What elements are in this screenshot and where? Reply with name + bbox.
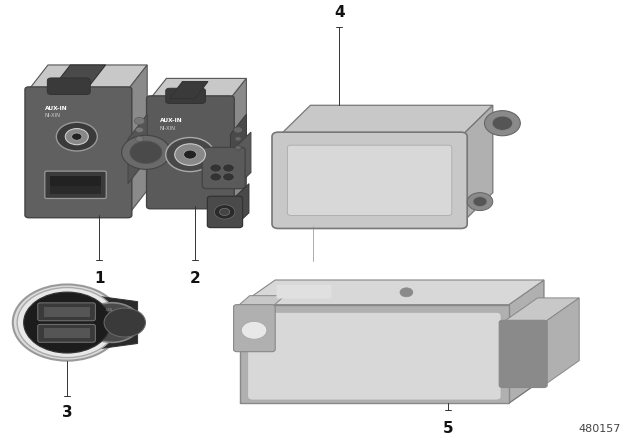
Polygon shape — [128, 65, 147, 215]
Circle shape — [56, 122, 97, 151]
FancyBboxPatch shape — [47, 78, 90, 95]
Circle shape — [467, 193, 493, 211]
FancyBboxPatch shape — [38, 324, 95, 342]
Circle shape — [184, 150, 196, 159]
Polygon shape — [502, 298, 579, 323]
FancyBboxPatch shape — [38, 303, 95, 321]
Text: AUX-IN: AUX-IN — [160, 118, 182, 123]
Text: 1: 1 — [94, 271, 104, 286]
Circle shape — [214, 205, 235, 219]
Circle shape — [220, 208, 230, 215]
Polygon shape — [67, 292, 138, 353]
Polygon shape — [544, 298, 579, 385]
Polygon shape — [235, 132, 251, 188]
Text: 2: 2 — [190, 271, 200, 286]
FancyBboxPatch shape — [45, 171, 106, 198]
Circle shape — [235, 137, 241, 141]
FancyBboxPatch shape — [166, 88, 205, 103]
Polygon shape — [230, 114, 246, 188]
FancyBboxPatch shape — [272, 132, 467, 228]
FancyBboxPatch shape — [50, 176, 101, 194]
Polygon shape — [170, 82, 208, 99]
Polygon shape — [29, 65, 147, 90]
FancyBboxPatch shape — [25, 87, 132, 218]
FancyBboxPatch shape — [44, 328, 90, 338]
Polygon shape — [461, 105, 493, 224]
Text: AUX-IN: AUX-IN — [45, 106, 67, 111]
Polygon shape — [51, 65, 106, 90]
Circle shape — [24, 292, 111, 353]
Circle shape — [166, 138, 214, 172]
Text: NI-XIN: NI-XIN — [160, 126, 176, 131]
Polygon shape — [235, 184, 249, 226]
Circle shape — [492, 116, 513, 130]
Circle shape — [210, 173, 221, 181]
Circle shape — [13, 284, 122, 361]
Circle shape — [104, 308, 145, 337]
Text: 3: 3 — [62, 405, 72, 420]
FancyBboxPatch shape — [50, 186, 101, 194]
Text: NI-XIN: NI-XIN — [45, 113, 61, 118]
Circle shape — [400, 288, 413, 297]
Polygon shape — [240, 280, 544, 305]
Circle shape — [234, 127, 243, 133]
Circle shape — [241, 321, 267, 339]
Polygon shape — [240, 379, 544, 403]
FancyBboxPatch shape — [499, 320, 547, 388]
Polygon shape — [509, 280, 544, 403]
FancyBboxPatch shape — [234, 305, 275, 352]
Polygon shape — [278, 105, 493, 137]
Circle shape — [17, 288, 117, 358]
Circle shape — [175, 144, 205, 165]
Circle shape — [136, 136, 143, 142]
Text: 480157: 480157 — [579, 424, 621, 434]
Text: 5: 5 — [443, 421, 453, 436]
Circle shape — [223, 164, 234, 172]
Circle shape — [136, 127, 143, 133]
FancyBboxPatch shape — [287, 145, 452, 215]
Circle shape — [122, 135, 170, 169]
Polygon shape — [230, 78, 246, 206]
Circle shape — [235, 146, 241, 150]
FancyBboxPatch shape — [240, 305, 509, 403]
FancyBboxPatch shape — [207, 196, 243, 228]
FancyBboxPatch shape — [44, 307, 90, 317]
Circle shape — [210, 164, 221, 172]
FancyBboxPatch shape — [147, 96, 234, 209]
Text: USB: USB — [106, 308, 113, 312]
Circle shape — [130, 141, 162, 164]
FancyBboxPatch shape — [202, 147, 245, 189]
Circle shape — [134, 117, 145, 125]
FancyBboxPatch shape — [276, 285, 332, 298]
Circle shape — [65, 129, 88, 145]
Polygon shape — [237, 296, 285, 307]
Text: 4: 4 — [334, 5, 344, 20]
Circle shape — [84, 303, 140, 342]
Circle shape — [473, 197, 487, 207]
Circle shape — [223, 173, 234, 181]
Polygon shape — [128, 114, 147, 184]
FancyBboxPatch shape — [248, 312, 501, 400]
Circle shape — [72, 133, 82, 140]
Circle shape — [484, 111, 520, 136]
Polygon shape — [150, 78, 246, 99]
